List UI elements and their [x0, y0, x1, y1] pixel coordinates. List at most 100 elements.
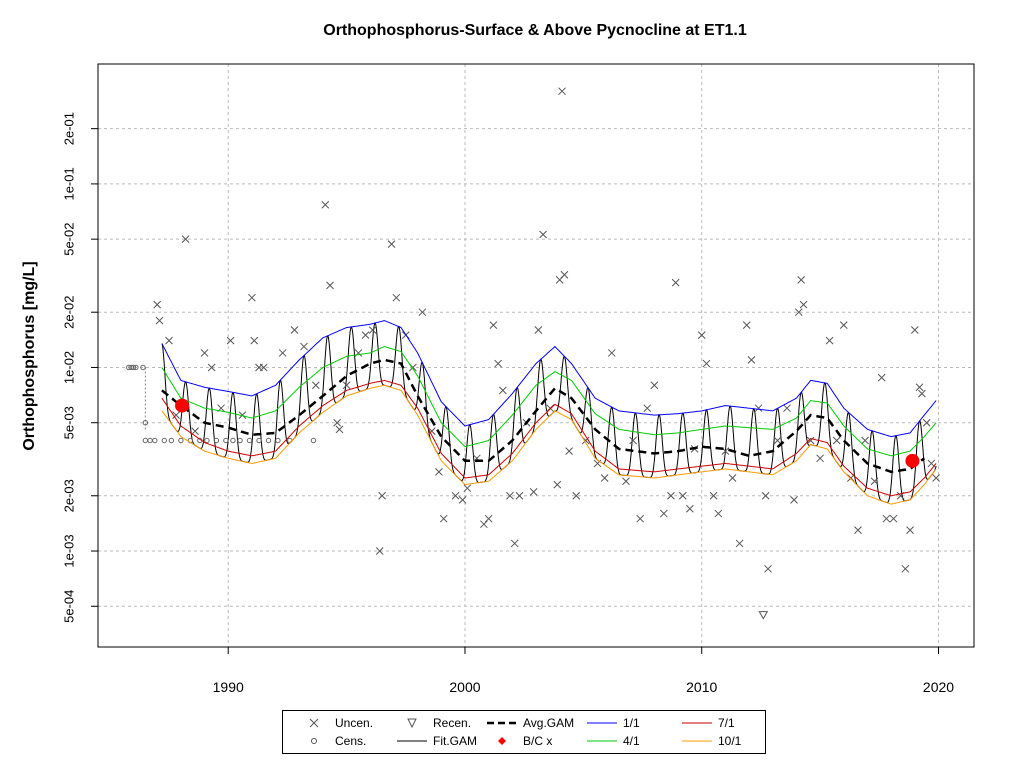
x-tick-label: 1990 [213, 679, 244, 695]
y-tick-label: 2e-03 [61, 479, 76, 512]
uncensored-point [489, 321, 498, 330]
uncensored-point [250, 336, 259, 345]
legend-item: 7/1 [678, 715, 735, 731]
uncensored-point [742, 321, 751, 330]
legend-symbol-x [309, 718, 319, 728]
uncensored-point [333, 418, 341, 427]
uncensored-point [877, 373, 886, 382]
uncensored-point [238, 411, 247, 419]
uncensored-point [847, 474, 855, 482]
uncensored-point [392, 293, 401, 302]
legend-item: B/C x [483, 733, 552, 749]
censored-point [130, 364, 137, 371]
censored-point [223, 437, 229, 444]
uncensored-point [335, 425, 344, 434]
uncensored-point [290, 326, 299, 334]
uncensored-point [321, 200, 330, 209]
uncensored-point [458, 495, 467, 504]
uncensored-point [515, 491, 524, 500]
legend-dot-mark [498, 737, 506, 745]
chart-title: Orthophosphorus-Surface & Above Pycnocli… [323, 22, 747, 39]
x-tick-label: 2010 [686, 679, 717, 695]
censored-point [256, 437, 262, 444]
uncensored-point [629, 436, 637, 445]
uncensored-point [494, 359, 502, 368]
uncensored-point [915, 383, 924, 392]
uncensored-point [697, 331, 706, 339]
uncensored-point [709, 491, 718, 500]
uncensored-point [181, 235, 190, 244]
legend-label: Cens. [335, 734, 367, 748]
axis-layer: 1990 2000 2010 2020 5e-04 1e-03 2e-03 5e-03 1e-0… [61, 112, 954, 695]
uncensored-point [463, 484, 472, 493]
censored-point [142, 420, 149, 426]
uncensored-point [435, 467, 443, 476]
x-tick-label: 2020 [923, 679, 954, 695]
uncensored-point [764, 564, 772, 573]
uncensored-point [797, 276, 806, 284]
censored-point [310, 437, 317, 444]
points-layer [126, 87, 940, 620]
legend-label: 1/1 [623, 716, 640, 730]
uncensored-point [747, 356, 756, 364]
uncensored-point [155, 316, 164, 325]
series-line-avg-gam [161, 358, 926, 474]
legend-item: Recen. [393, 715, 471, 731]
censored-point [213, 437, 220, 444]
uncensored-point [667, 491, 675, 500]
uncensored-point [659, 509, 668, 518]
uncensored-point [806, 436, 815, 445]
uncensored-point [832, 436, 841, 445]
recensored-point [758, 611, 769, 620]
uncensored-point [678, 491, 687, 500]
bc-point [905, 453, 920, 468]
uncensored-point [326, 281, 334, 290]
legend-symbol-line [682, 740, 712, 742]
uncensored-point [499, 386, 507, 395]
uncensored-point [480, 520, 488, 529]
uncensored-point [529, 488, 538, 496]
uncensored-point [761, 491, 770, 500]
legend-item: 4/1 [583, 733, 640, 749]
uncensored-point [451, 491, 460, 500]
legend-symbol-circle [311, 738, 317, 744]
uncensored-point [560, 270, 569, 279]
y-tick-label: 5e-03 [61, 406, 76, 439]
uncensored-point [901, 564, 910, 573]
y-tick-label: 2e-02 [61, 296, 76, 329]
uncensored-point [510, 539, 519, 548]
uncensored-point [882, 514, 891, 523]
uncensored-point [572, 491, 581, 500]
uncensored-point [861, 436, 869, 445]
uncensored-point [439, 514, 448, 523]
uncensored-point [825, 336, 834, 345]
censored-point [147, 437, 153, 444]
censored-point [230, 437, 236, 444]
uncensored-point [728, 474, 737, 482]
legend-label: 7/1 [718, 716, 735, 730]
legend-label: 10/1 [718, 734, 742, 748]
legend-triangle-mark [407, 718, 417, 729]
censored-point [265, 437, 272, 444]
uncensored-point [854, 526, 862, 534]
uncensored-point [593, 459, 602, 468]
legend-symbol-triangle-down [407, 718, 417, 729]
censored-point [140, 364, 146, 371]
uncensored-point [418, 308, 427, 317]
y-axis-label: Orthophosphorus [mg/L] [21, 261, 38, 451]
grid-layer [98, 64, 974, 647]
censored-point [142, 437, 149, 444]
uncensored-point [906, 526, 914, 534]
uncensored-point [918, 389, 926, 398]
uncensored-point [558, 87, 566, 96]
series-line-1-1 [161, 320, 937, 438]
legend-symbol-line [397, 740, 427, 742]
uncensored-point [622, 477, 630, 486]
y-tick-label: 1e-03 [61, 534, 76, 567]
legend-item: Avg.GAM [483, 715, 574, 731]
uncensored-point [387, 240, 396, 248]
uncensored-point [539, 230, 547, 239]
uncensored-point [671, 278, 680, 287]
series-line-10-1 [161, 384, 937, 505]
